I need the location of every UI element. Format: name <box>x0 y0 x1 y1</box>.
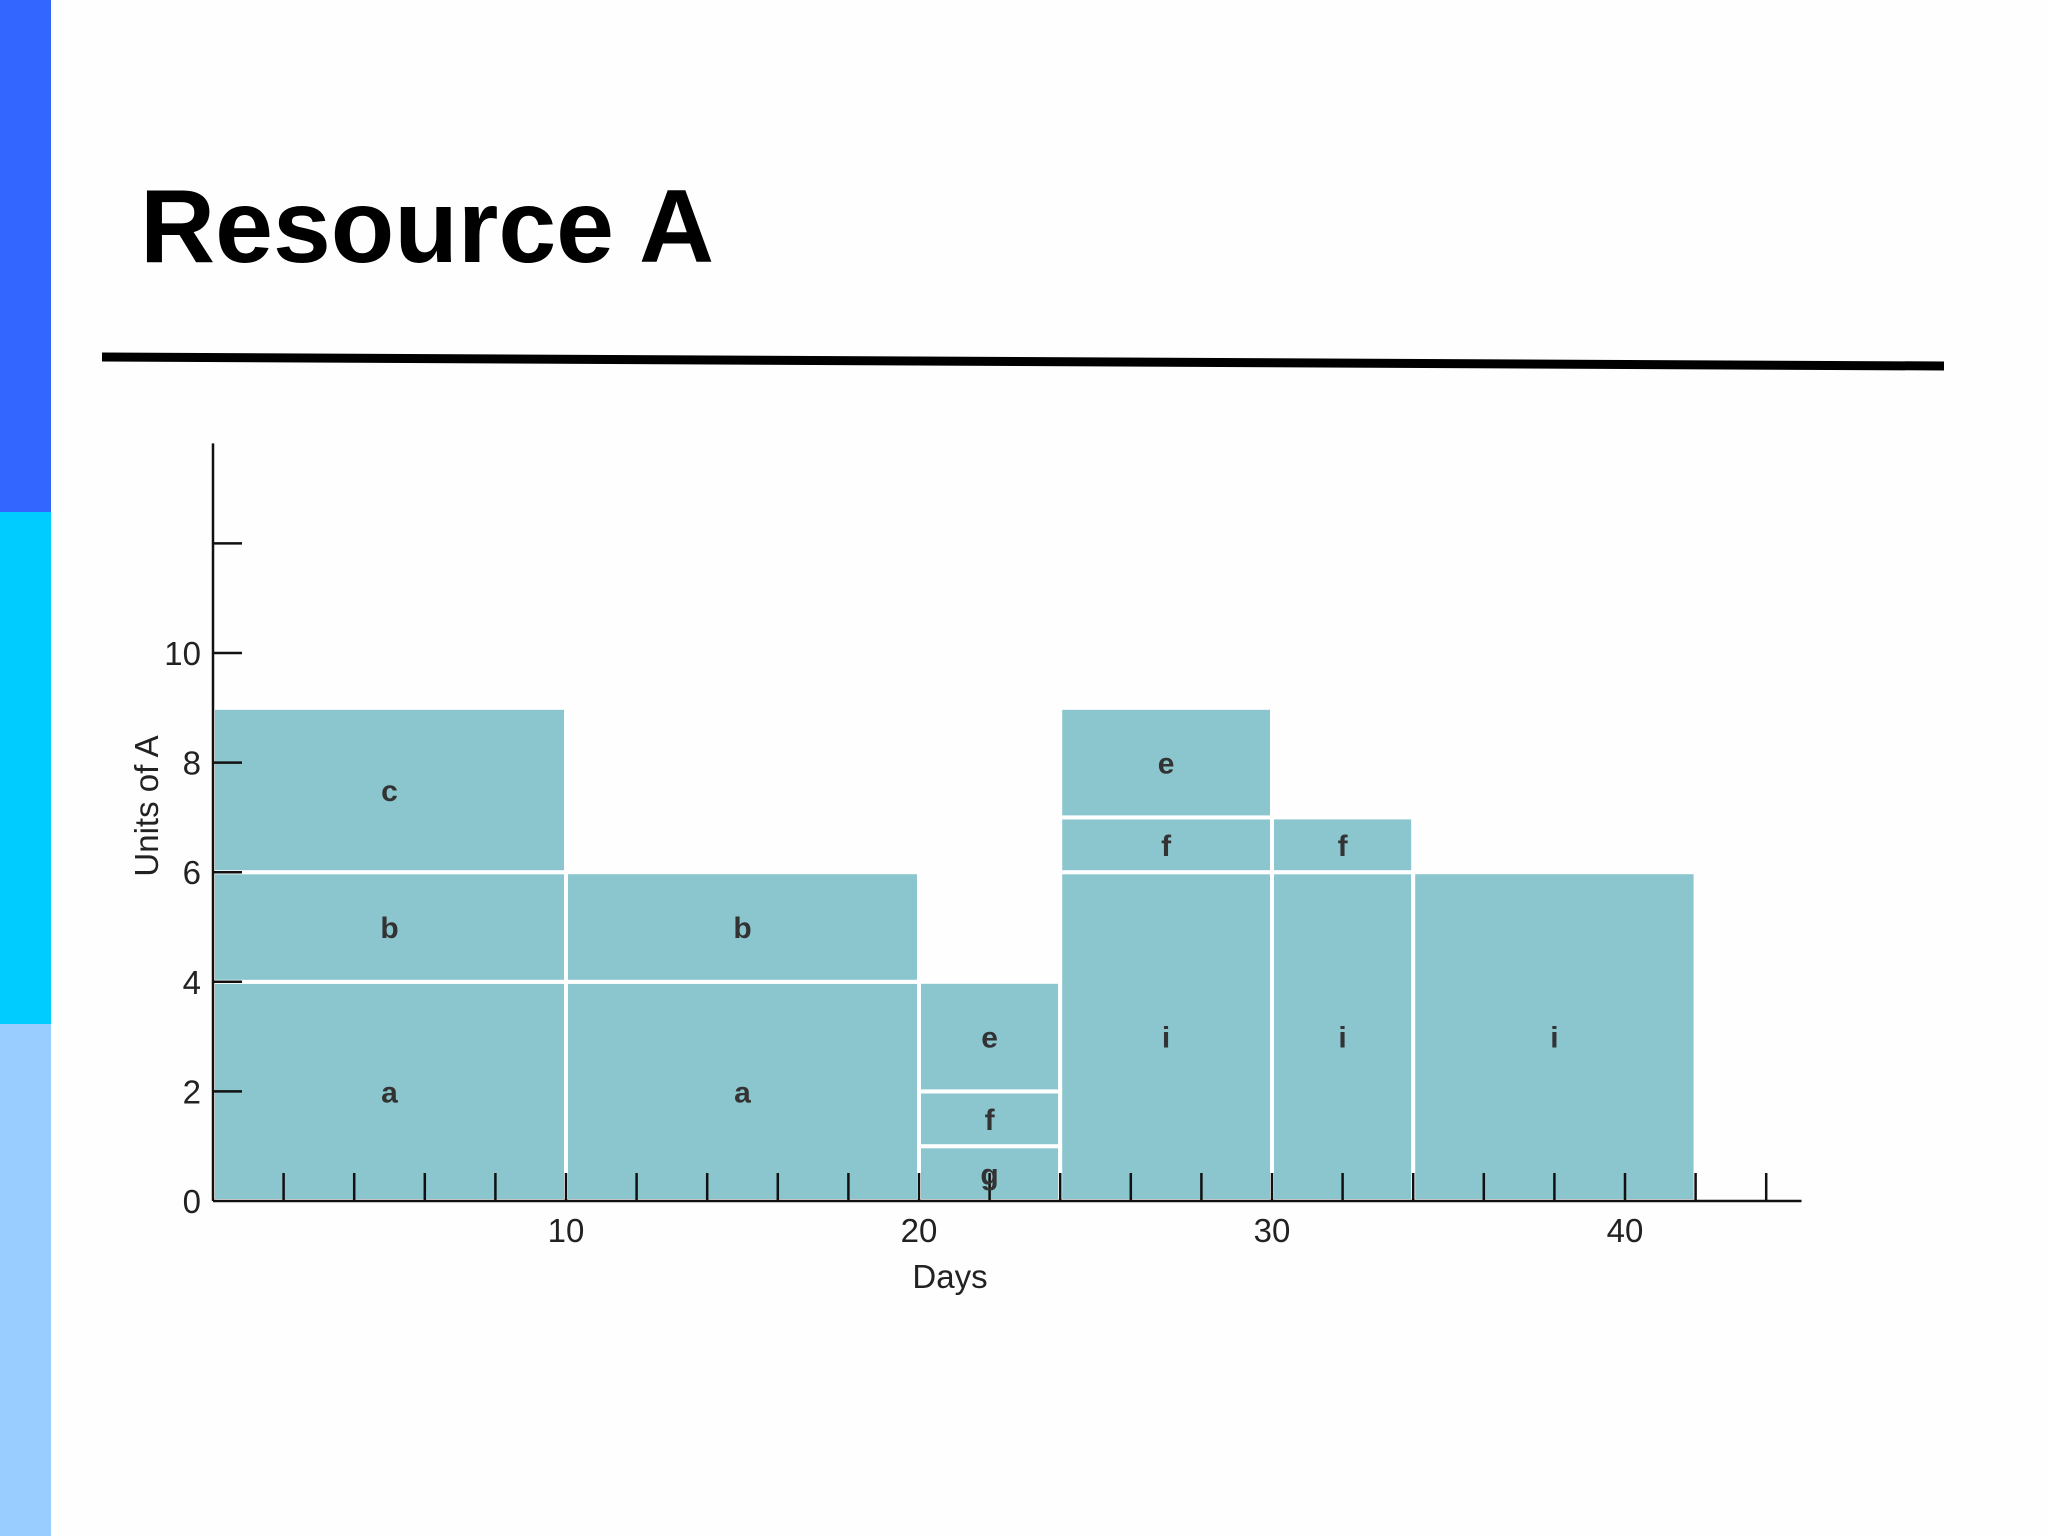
segment-label-c-2: c <box>381 775 398 808</box>
segment-i-8 <box>1058 870 1274 1203</box>
segment-label-g-5: g <box>980 1159 998 1192</box>
accent-stripe-top <box>0 0 51 512</box>
segment-b-1 <box>211 870 568 984</box>
y-tick-label-2: 2 <box>183 1073 201 1110</box>
segment-label-a-0: a <box>381 1076 398 1109</box>
segment-label-f-12: f <box>1338 830 1349 863</box>
title-divider <box>101 352 1945 371</box>
title-divider-line <box>101 352 1945 371</box>
segment-f-6 <box>917 1089 1063 1149</box>
segment-label-b-1: b <box>380 912 398 945</box>
x-tick-label-30: 30 <box>1254 1212 1291 1249</box>
segment-label-e-10: e <box>1158 748 1175 781</box>
x-axis-title: Days <box>912 1258 987 1295</box>
segment-a-0 <box>211 979 568 1203</box>
segment-i-13 <box>1411 870 1698 1203</box>
x-tick-label-10: 10 <box>548 1212 585 1249</box>
segments-layer <box>211 705 1698 1203</box>
segment-label-e-7: e <box>981 1022 998 1055</box>
accent-stripe-bottom <box>0 1024 51 1536</box>
segment-f-12 <box>1270 815 1416 875</box>
y-tick-label-10: 10 <box>164 635 201 672</box>
y-tick-label-8: 8 <box>183 745 201 782</box>
y-tick-label-0: 0 <box>183 1183 201 1220</box>
slide-title: Resource A <box>140 169 715 285</box>
segment-label-b-4: b <box>733 912 751 945</box>
y-tick-label-4: 4 <box>183 964 201 1001</box>
y-tick-label-6: 6 <box>183 854 201 891</box>
segment-label-f-6: f <box>985 1104 996 1137</box>
x-tick-label-20: 20 <box>901 1212 938 1249</box>
axes-layer: 10 20 30 40 0 2 4 6 8 10 <box>164 443 1802 1249</box>
segment-b-4 <box>564 870 921 984</box>
y-axis-title: Units of A <box>128 735 165 876</box>
segment-label-f-9: f <box>1161 830 1172 863</box>
accent-stripe-middle <box>0 512 51 1024</box>
segment-label-i-11: i <box>1338 1022 1346 1055</box>
segment-label-i-13: i <box>1550 1022 1558 1055</box>
segment-e-10 <box>1058 705 1274 820</box>
segment-label-a-3: a <box>734 1076 751 1109</box>
segment-label-i-8: i <box>1162 1022 1170 1055</box>
x-tick-label-40: 40 <box>1607 1212 1644 1249</box>
segment-f-9 <box>1058 815 1274 875</box>
